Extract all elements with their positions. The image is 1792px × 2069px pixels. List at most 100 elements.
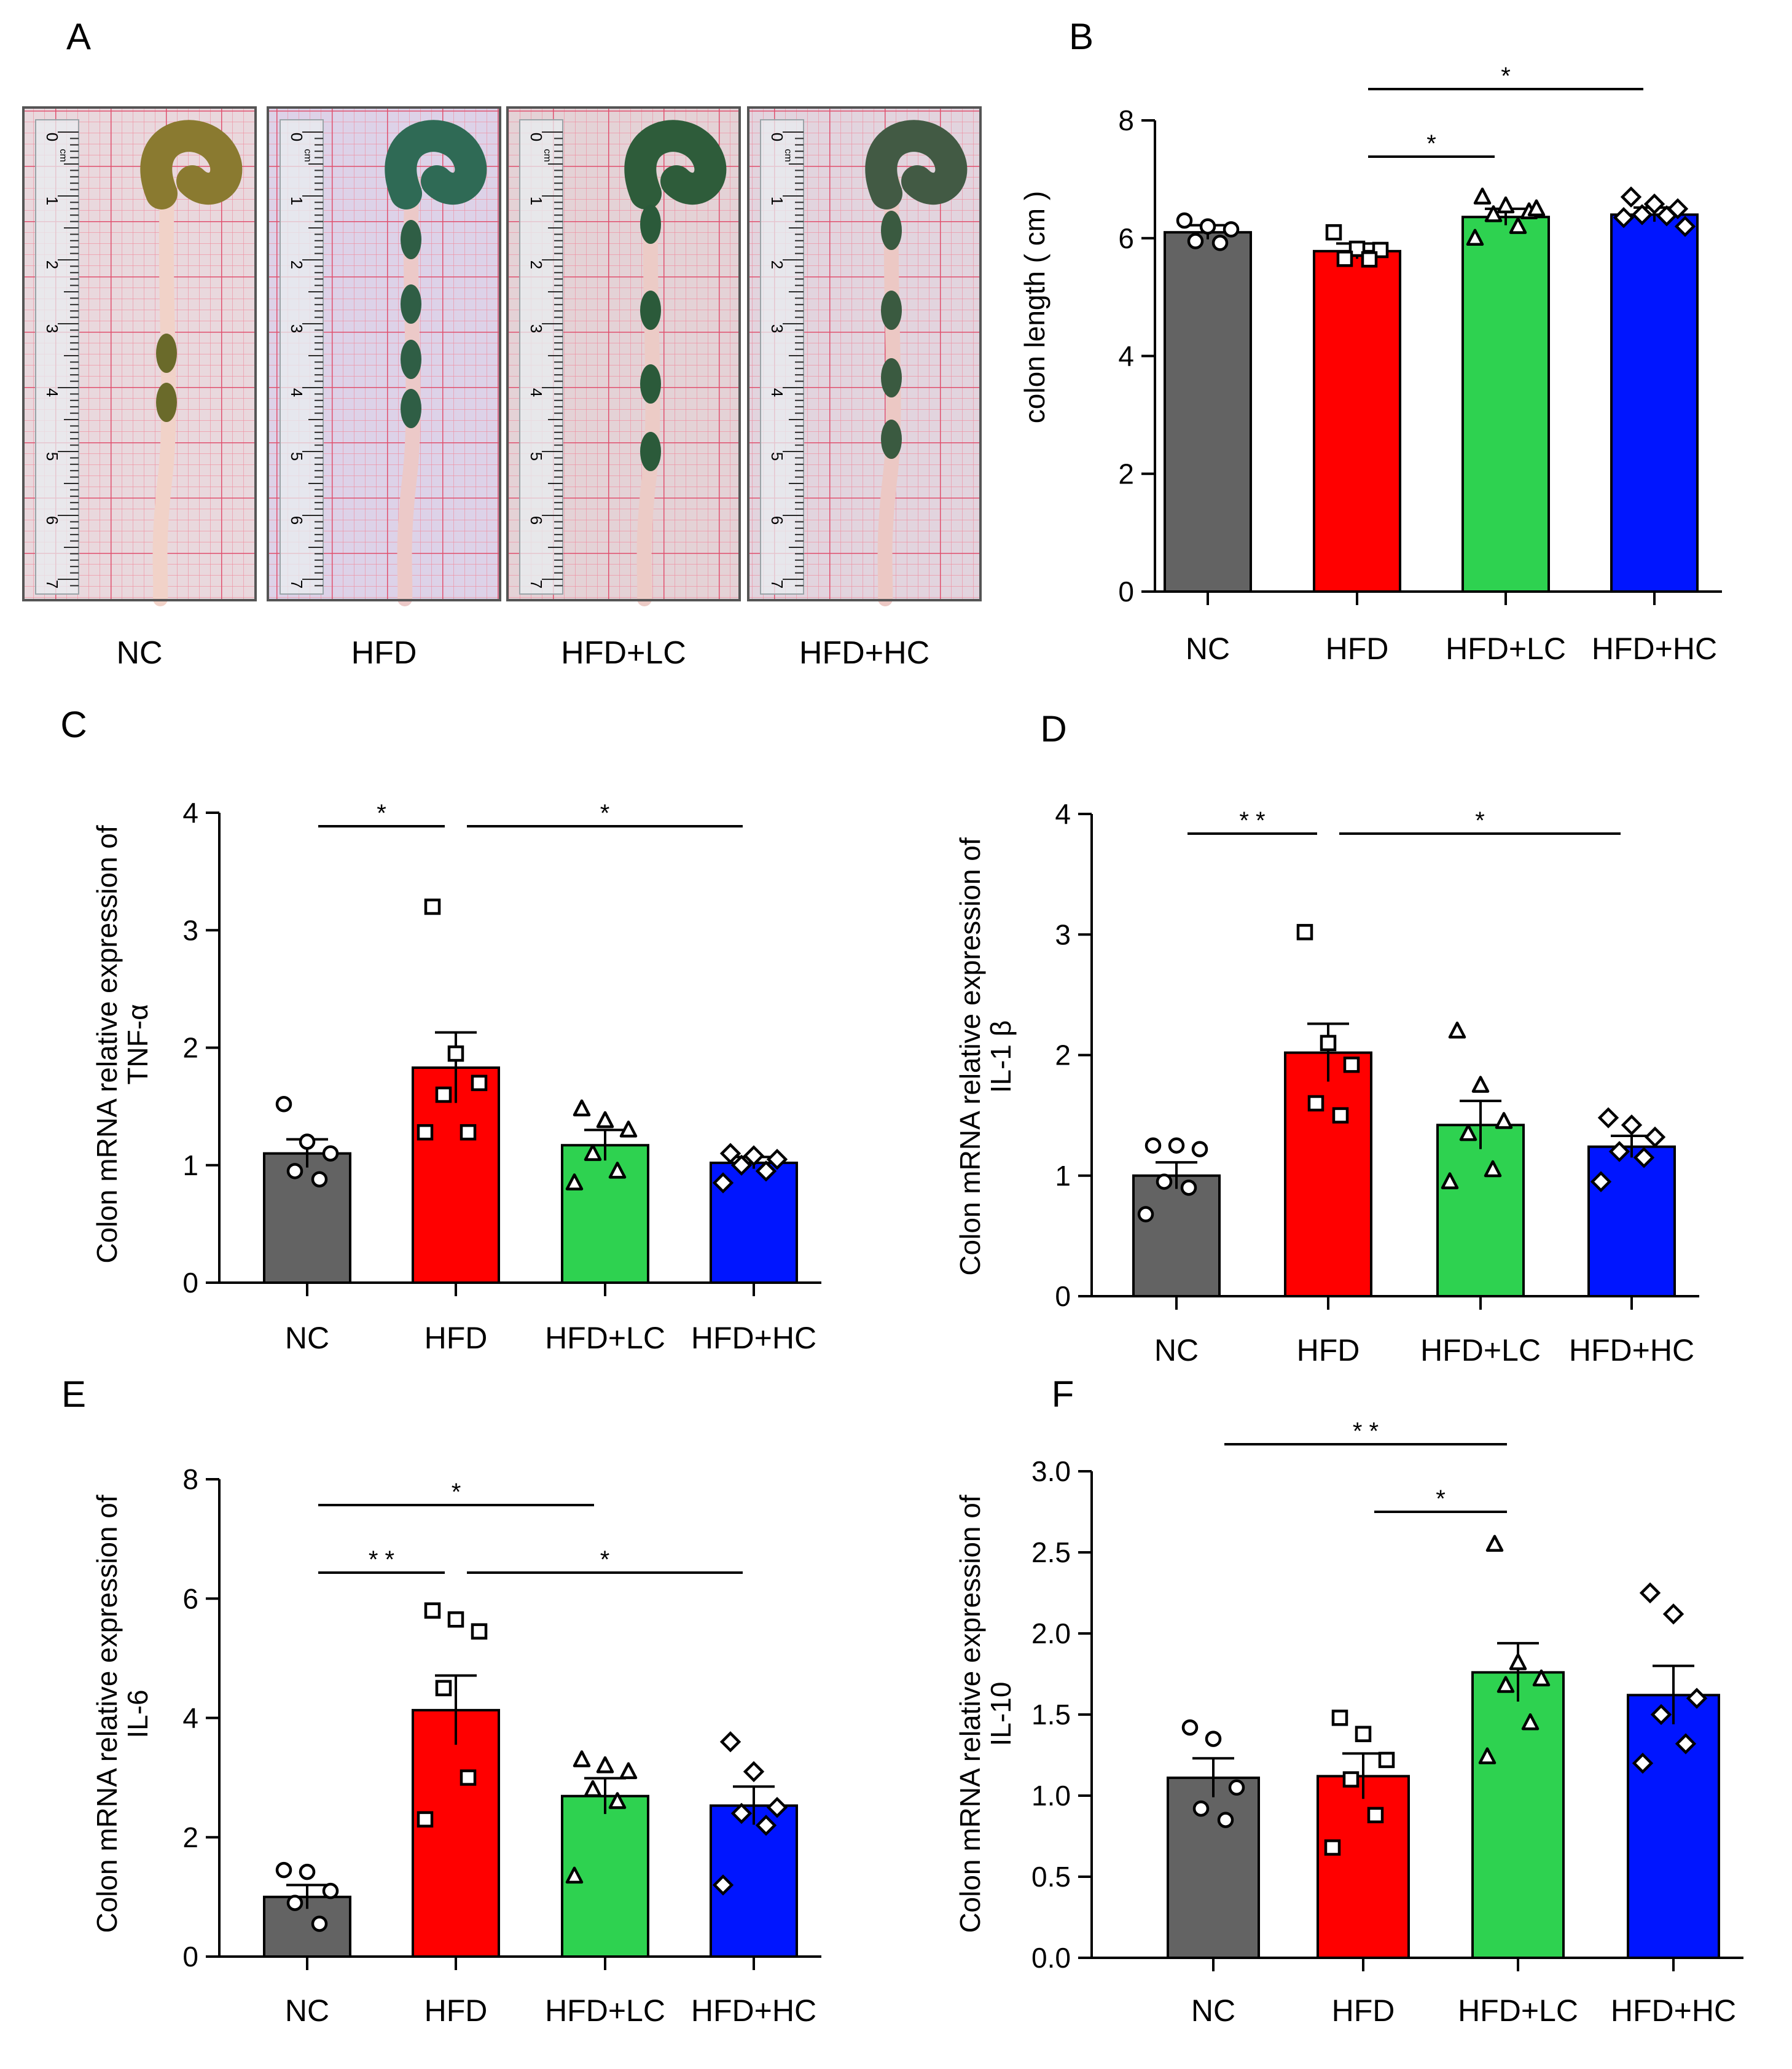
data-point (1674, 216, 1696, 237)
y-tick-label: 0.0 (1031, 1942, 1071, 1974)
y-axis-label: Colon mRNA relative expression of (91, 825, 123, 1264)
y-tick-label: 2.0 (1031, 1617, 1071, 1649)
data-point (1361, 251, 1378, 268)
data-point (1205, 1731, 1222, 1747)
data-point (311, 1915, 328, 1932)
data-point (471, 1074, 488, 1092)
data-point (435, 1680, 452, 1697)
data-point (1608, 1141, 1630, 1162)
cecum (624, 120, 727, 209)
data-point (417, 1811, 434, 1828)
group-label-hfd-lc: HFD+LC (561, 635, 686, 671)
y-tick-label: 0 (1055, 1280, 1071, 1312)
y-tick-label: 4 (1055, 798, 1071, 830)
data-point (1667, 198, 1689, 219)
significance-label: * (1426, 130, 1436, 157)
bar-hfd-lc (561, 1144, 649, 1285)
ruler-number: 2 (288, 260, 306, 269)
fecal-pellet (401, 284, 421, 324)
y-tick-label: 0 (1118, 576, 1134, 608)
data-point (1331, 1710, 1348, 1726)
ruler-unit: cm (783, 149, 793, 162)
ruler-number: 6 (527, 516, 546, 525)
data-point (1478, 1747, 1497, 1764)
group-label-hfd: HFD (351, 635, 417, 671)
y-tick-label: 2 (182, 1821, 198, 1853)
x-tick-label: NC (1154, 1333, 1199, 1367)
data-point (1459, 1124, 1477, 1141)
fecal-pellet (401, 389, 421, 428)
fecal-pellet (156, 383, 177, 422)
x-tick-label: HFD+LC (1446, 632, 1566, 666)
y-axis-label: Colon mRNA relative expression of (91, 1495, 123, 1933)
data-point (1228, 1779, 1245, 1796)
y-tick-label: 0 (182, 1941, 198, 1973)
x-tick-label: HFD (1326, 632, 1389, 666)
data-point (1597, 1107, 1619, 1128)
photo-frame (747, 106, 982, 601)
data-point (1497, 196, 1515, 214)
bar-hfd (1284, 1051, 1372, 1297)
x-tick-label: NC (285, 1993, 329, 2028)
data-point (743, 1145, 765, 1167)
specimen-photo: 0 1 2 3 4 5 6 7 cm (747, 106, 982, 606)
data-point (447, 1045, 464, 1062)
ruler-number: 0 (768, 133, 786, 141)
x-tick-label: HFD+LC (545, 1321, 665, 1355)
chart-f: F 0.0 0.5 1.0 1.5 2.0 2.5 3.0 Colon mRNA relativ… (954, 1374, 1743, 2028)
data-point (1448, 1022, 1466, 1039)
significance-label: * (600, 1546, 610, 1573)
data-point (1156, 1173, 1173, 1190)
data-point (1192, 1800, 1210, 1817)
bar-hfd-hc (1587, 1145, 1676, 1298)
data-point (424, 1602, 441, 1619)
x-tick-label: NC (1191, 1993, 1235, 2028)
fecal-pellet (881, 358, 902, 397)
ruler-number: 4 (43, 388, 61, 397)
bar-charts: B 0 2 4 6 8 colon length ( cm ) NC HFD HFD+LC HFD+… (60, 16, 1743, 2028)
ruler-number: 5 (768, 452, 786, 461)
bar-hfd (412, 1066, 500, 1284)
y-tick-label: 4 (182, 797, 198, 829)
data-point (447, 1611, 464, 1628)
data-point (471, 1623, 488, 1640)
data-point (1187, 233, 1204, 249)
data-point (1176, 212, 1193, 229)
fecal-pellet (640, 291, 661, 330)
fecal-pellet (881, 420, 902, 459)
chart-b: B 0 2 4 6 8 colon length ( cm ) NC HFD HFD+LC HFD+… (1019, 16, 1722, 666)
panel-letter-b: B (1069, 16, 1094, 57)
significance-label: * (1436, 1485, 1446, 1512)
data-point (1191, 1141, 1208, 1157)
data-point (1621, 1114, 1643, 1136)
data-point (286, 1895, 303, 1911)
ruler-unit: cm (58, 149, 68, 162)
y-tick-label: 1 (1055, 1160, 1071, 1192)
data-point (1532, 1669, 1551, 1687)
y-tick-label: 1 (182, 1149, 198, 1181)
data-point (1495, 1112, 1513, 1129)
data-point (299, 1863, 316, 1880)
data-point (1643, 193, 1665, 215)
cecum (385, 120, 487, 209)
data-point (743, 1761, 765, 1783)
data-point (460, 1124, 477, 1141)
ruler-number: 7 (768, 580, 786, 589)
significance-label: * * (1239, 807, 1265, 834)
data-point (730, 1154, 753, 1176)
data-point (584, 1144, 602, 1161)
data-point (1342, 1771, 1360, 1788)
group-label-nc: NC (116, 635, 162, 671)
y-tick-label: 0.5 (1031, 1861, 1071, 1893)
data-point (719, 1731, 741, 1753)
data-point (1632, 1753, 1654, 1774)
ruler-number: 6 (768, 516, 786, 525)
data-point (766, 1149, 788, 1170)
fecal-pellet (401, 340, 421, 379)
data-point (619, 1121, 638, 1138)
data-point (730, 1802, 753, 1825)
panel-a-photos: A 0 1 2 3 4 5 6 7 cm NC 0 1 2 3 4 5 6 7 cm HFD 0 1 2 3 4 5 6 7 cm HFD+… (22, 16, 982, 671)
panel-letter-f: F (1052, 1374, 1074, 1415)
ruler-number: 0 (527, 133, 546, 141)
